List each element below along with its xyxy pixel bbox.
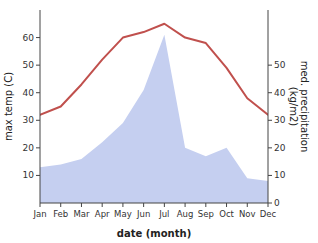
y-tick-label: 20 xyxy=(23,143,35,153)
y2-tick-label: 20 xyxy=(274,143,286,153)
y2-axis-line xyxy=(268,10,269,203)
y2-tick-label: 0 xyxy=(274,198,280,208)
y2-axis-label: med. precipitation(kg/m2) xyxy=(288,61,311,153)
x-tick-label: Nov xyxy=(239,209,256,219)
y2-tick xyxy=(268,203,272,204)
y2-tick-label: 10 xyxy=(274,170,286,180)
x-tick-label: Jan xyxy=(32,209,46,219)
x-tick xyxy=(102,203,103,207)
x-tick xyxy=(164,203,165,207)
x-tick-label: Dec xyxy=(260,209,277,219)
x-tick-label: Sep xyxy=(198,209,214,219)
y-axis-label: max temp (C) xyxy=(3,72,14,141)
y2-tick xyxy=(268,120,272,121)
y2-tick-label: 50 xyxy=(274,60,286,70)
x-axis-label: date (month) xyxy=(117,228,191,239)
x-tick xyxy=(81,203,82,207)
y-axis-line xyxy=(40,10,41,203)
y2-tick-label: 30 xyxy=(274,115,286,125)
temperature-line xyxy=(40,24,268,115)
y-tick xyxy=(36,92,40,93)
x-tick-label: Apr xyxy=(95,209,110,219)
x-tick xyxy=(205,203,206,207)
y2-tick xyxy=(268,175,272,176)
y-tick xyxy=(36,120,40,121)
y-tick xyxy=(36,175,40,176)
x-tick-label: Aug xyxy=(177,209,194,219)
x-tick xyxy=(247,203,248,207)
y-tick xyxy=(36,65,40,66)
plot-marks xyxy=(40,24,268,203)
x-tick xyxy=(268,203,269,207)
y-tick-label: 60 xyxy=(23,33,35,43)
x-tick-label: Mar xyxy=(73,209,90,219)
chart-container: 10 20 30 40 50 60 0 10 20 30 40 50 Jan Feb Mar Apr May Ju… xyxy=(0,0,318,243)
x-tick-label: Jul xyxy=(158,209,169,219)
x-tick-label: Jun xyxy=(136,209,150,219)
y-tick-label: 30 xyxy=(23,115,35,125)
x-tick-label: May xyxy=(114,209,132,219)
x-tick xyxy=(226,203,227,207)
y-tick-label: 40 xyxy=(23,88,35,98)
x-tick xyxy=(40,203,41,207)
y2-tick xyxy=(268,65,272,66)
y2-tick xyxy=(268,92,272,93)
precipitation-area xyxy=(40,35,268,203)
x-axis-line xyxy=(40,203,268,204)
y2-axis-label-line: (kg/m2) xyxy=(288,87,299,127)
chart-svg: 10 20 30 40 50 60 0 10 20 30 40 50 Jan Feb Mar Apr May Ju… xyxy=(0,0,318,243)
y2-tick xyxy=(268,147,272,148)
x-tick xyxy=(185,203,186,207)
y-tick xyxy=(36,147,40,148)
x-tick xyxy=(143,203,144,207)
y-tick-label: 10 xyxy=(23,170,35,180)
x-tick-label: Feb xyxy=(53,209,68,219)
x-tick-label: Oct xyxy=(219,209,234,219)
x-tick xyxy=(122,203,123,207)
y2-axis-label-line: med. precipitation xyxy=(299,61,310,153)
x-tick xyxy=(60,203,61,207)
y-tick xyxy=(36,37,40,38)
y2-tick-label: 40 xyxy=(274,88,286,98)
y-tick-label: 50 xyxy=(23,60,35,70)
